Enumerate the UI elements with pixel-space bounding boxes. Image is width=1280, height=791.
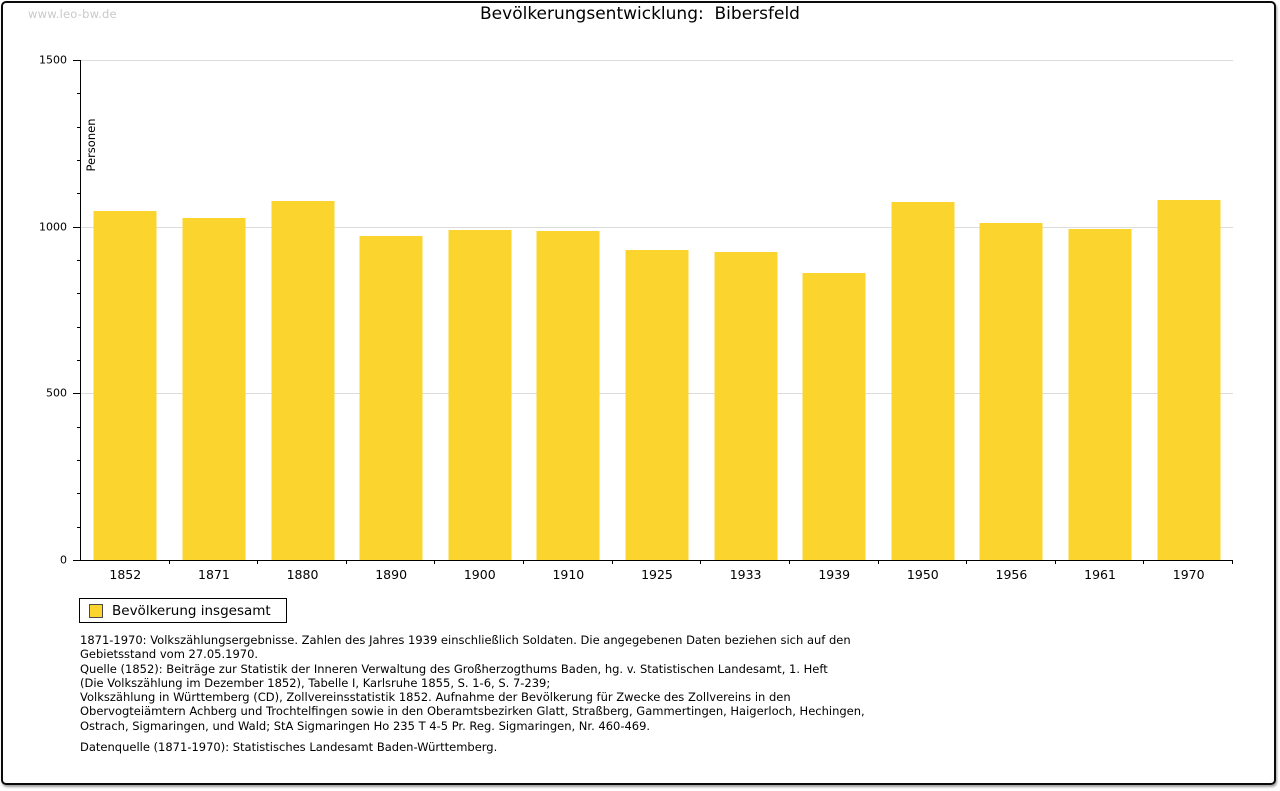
bar xyxy=(625,249,689,560)
bar-slot: 1939 xyxy=(790,60,879,582)
y-axis-minor-tick xyxy=(77,460,81,461)
datasource-line: Datenquelle (1871-1970): Statistisches L… xyxy=(80,740,498,754)
bar-slot: 1900 xyxy=(435,60,525,582)
bar xyxy=(979,222,1043,560)
bar xyxy=(891,202,955,560)
gridline xyxy=(81,60,1233,61)
bar xyxy=(1157,200,1221,560)
footnote-line: Quelle (1852): Beiträge zur Statistik de… xyxy=(80,661,828,676)
bar xyxy=(93,210,157,560)
footnote-line: Obervogteiämtern Achberg und Trochtelfin… xyxy=(80,704,865,719)
bar-slot: 1910 xyxy=(524,60,613,582)
y-tick-label: 1500 xyxy=(39,53,67,67)
bar-slot: 1925 xyxy=(613,60,702,582)
x-tick-label: 1950 xyxy=(906,567,939,582)
plot-area: Personen 0 500 1000 1500 1852 1871 1880 1890 190… xyxy=(39,55,1233,582)
y-axis-minor-tick xyxy=(77,493,81,495)
y-axis-minor-tick xyxy=(77,160,81,161)
y-axis-minor-tick xyxy=(77,193,81,195)
y-axis-major-tick xyxy=(73,560,81,561)
x-axis-tick xyxy=(1054,560,1056,564)
y-tick-label: 500 xyxy=(46,386,67,400)
x-tick-label: 1970 xyxy=(1172,567,1205,582)
bar-slot: 1871 xyxy=(170,60,259,582)
x-tick-label: 1956 xyxy=(995,567,1028,582)
x-axis-tick xyxy=(1231,560,1233,564)
y-axis-major-tick xyxy=(73,226,81,228)
footnote-line: Ostrach, Sigmaringen, und Wald; StA Sigm… xyxy=(80,718,651,733)
y-axis-major-tick xyxy=(73,393,81,395)
y-axis-minor-tick xyxy=(77,93,81,95)
y-axis-minor-tick xyxy=(77,326,81,328)
bar xyxy=(271,201,335,560)
bar xyxy=(182,217,246,560)
x-tick-label: 1933 xyxy=(729,567,762,582)
chart-title: Bevölkerungsentwicklung: Bibersfeld xyxy=(480,4,800,24)
footnote-line: 1871-1970: Volkszählungsergebnisse. Zahl… xyxy=(80,633,851,647)
legend-label: Bevölkerung insgesamt xyxy=(112,602,271,619)
x-axis-tick xyxy=(434,560,436,564)
x-axis-tick xyxy=(345,560,347,564)
y-axis-major-tick xyxy=(73,60,81,61)
x-tick-label: 1890 xyxy=(375,567,408,582)
bar xyxy=(714,252,778,560)
y-axis-minor-tick xyxy=(77,426,81,428)
x-axis-tick xyxy=(966,560,968,564)
x-tick-label: 1852 xyxy=(109,567,142,582)
bar-slot: 1852 xyxy=(81,60,170,582)
bar-slot: 1933 xyxy=(701,60,790,582)
x-tick-label: 1900 xyxy=(463,567,496,582)
x-tick-label: 1939 xyxy=(818,567,851,582)
y-axis-minor-tick xyxy=(77,126,81,128)
y-axis-minor-tick xyxy=(77,526,81,528)
bar xyxy=(359,236,423,560)
y-tick-label: 0 xyxy=(60,553,67,567)
bar xyxy=(448,230,512,560)
bar xyxy=(802,272,866,560)
bar-slot: 1880 xyxy=(258,60,347,582)
x-axis-tick xyxy=(168,560,170,564)
y-axis-minor-tick xyxy=(77,293,81,295)
watermark: www.leo-bw.de xyxy=(28,7,117,21)
x-tick-label: 1880 xyxy=(286,567,319,582)
bar xyxy=(1068,228,1132,560)
y-axis-minor-tick xyxy=(77,260,81,261)
bar-slot: 1890 xyxy=(347,60,436,582)
x-tick-label: 1871 xyxy=(198,567,230,582)
footnote-line: Volkszählung in Württemberg (CD), Zollve… xyxy=(80,690,791,705)
bar-slot: 1961 xyxy=(1056,60,1145,582)
footnotes: 1871-1970: Volkszählungsergebnisse. Zahl… xyxy=(80,633,1220,733)
bar-slot: 1950 xyxy=(879,60,968,582)
gridline xyxy=(81,226,1233,228)
footnote-line: Gebietsstand vom 27.05.1970. xyxy=(80,647,259,662)
x-tick-label: 1925 xyxy=(641,567,673,582)
x-axis-tick xyxy=(788,560,790,564)
y-axis-minor-tick xyxy=(77,360,81,361)
x-axis-tick xyxy=(257,560,259,564)
x-tick-label: 1961 xyxy=(1084,567,1116,582)
bar-slot: 1956 xyxy=(967,60,1056,582)
bar-slot: 1970 xyxy=(1144,60,1233,582)
x-axis-tick xyxy=(877,560,879,564)
x-tick-label: 1910 xyxy=(552,567,585,582)
legend-box: Bevölkerung insgesamt xyxy=(79,598,287,623)
bar xyxy=(536,230,600,560)
legend-swatch-icon xyxy=(89,603,103,618)
footnote-line: (Die Volkszählung im Dezember 1852), Tab… xyxy=(80,675,551,690)
x-axis-tick xyxy=(1143,560,1145,564)
x-axis-tick xyxy=(611,560,613,564)
x-axis-tick xyxy=(700,560,702,564)
y-tick-label: 1000 xyxy=(39,220,67,234)
x-axis-tick xyxy=(523,560,525,564)
